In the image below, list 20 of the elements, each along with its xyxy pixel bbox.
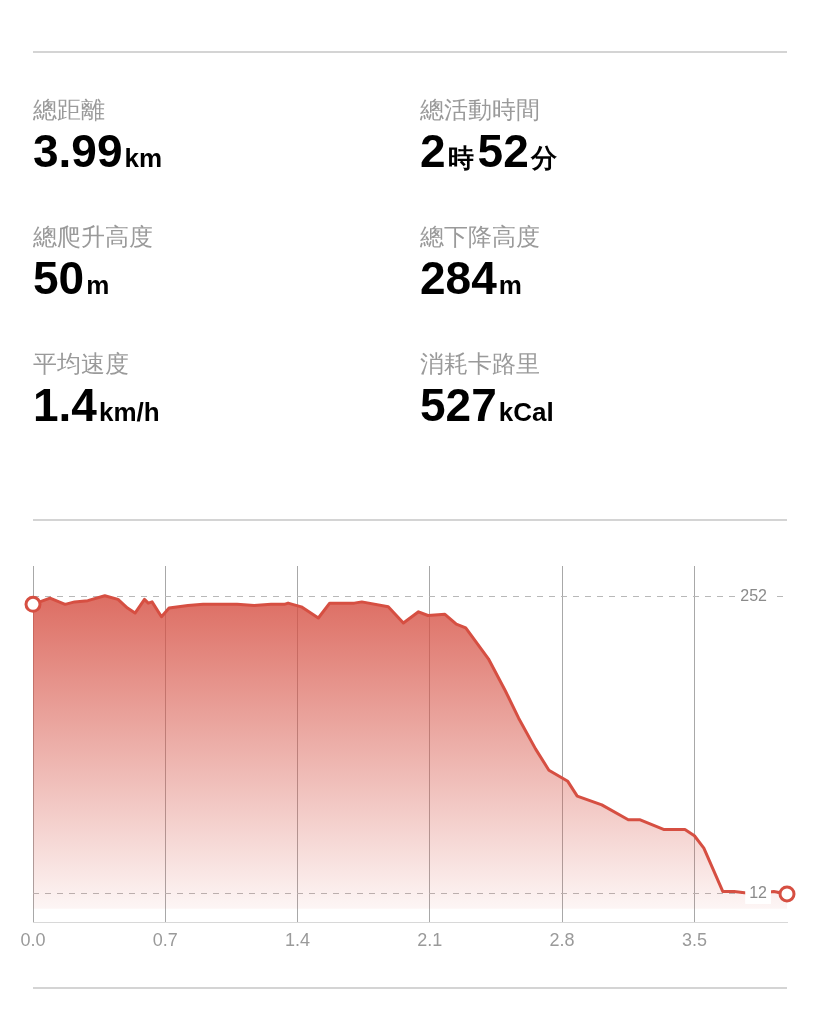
text: 3.99km bbox=[33, 125, 163, 177]
x-tick-label: 0.7 bbox=[152, 930, 178, 951]
y-tick-label: 12 bbox=[749, 884, 768, 902]
text: 1.4km/h bbox=[33, 379, 160, 431]
text: 平均速度 bbox=[33, 349, 130, 379]
text: 消耗卡路里 bbox=[420, 349, 541, 379]
text: 284m bbox=[420, 252, 522, 304]
x-tick-label: 0.0 bbox=[20, 930, 46, 951]
text: 總距離 bbox=[33, 95, 106, 125]
y-tick-label: 252 bbox=[740, 587, 768, 605]
text: 2時52分 bbox=[420, 125, 557, 177]
text: 總下降高度 bbox=[420, 222, 540, 252]
x-tick-label: 1.4 bbox=[285, 930, 311, 951]
text: 總活動時間 bbox=[420, 95, 541, 125]
x-tick-label: 2.1 bbox=[417, 930, 443, 951]
x-tick-label: 3.5 bbox=[681, 930, 707, 951]
text: 527kCal bbox=[420, 379, 554, 431]
text: 50m bbox=[33, 252, 110, 304]
text: 總爬升高度 bbox=[33, 222, 153, 252]
x-tick-label: 2.8 bbox=[549, 930, 575, 951]
